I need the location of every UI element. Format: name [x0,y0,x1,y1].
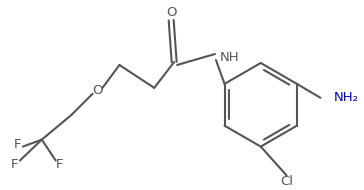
Text: F: F [14,138,22,151]
Text: O: O [166,6,177,19]
Text: Cl: Cl [280,175,293,188]
Text: F: F [11,158,19,171]
Text: F: F [56,158,63,171]
Text: NH: NH [220,51,240,63]
Text: O: O [92,84,103,97]
Text: NH₂: NH₂ [333,91,359,104]
